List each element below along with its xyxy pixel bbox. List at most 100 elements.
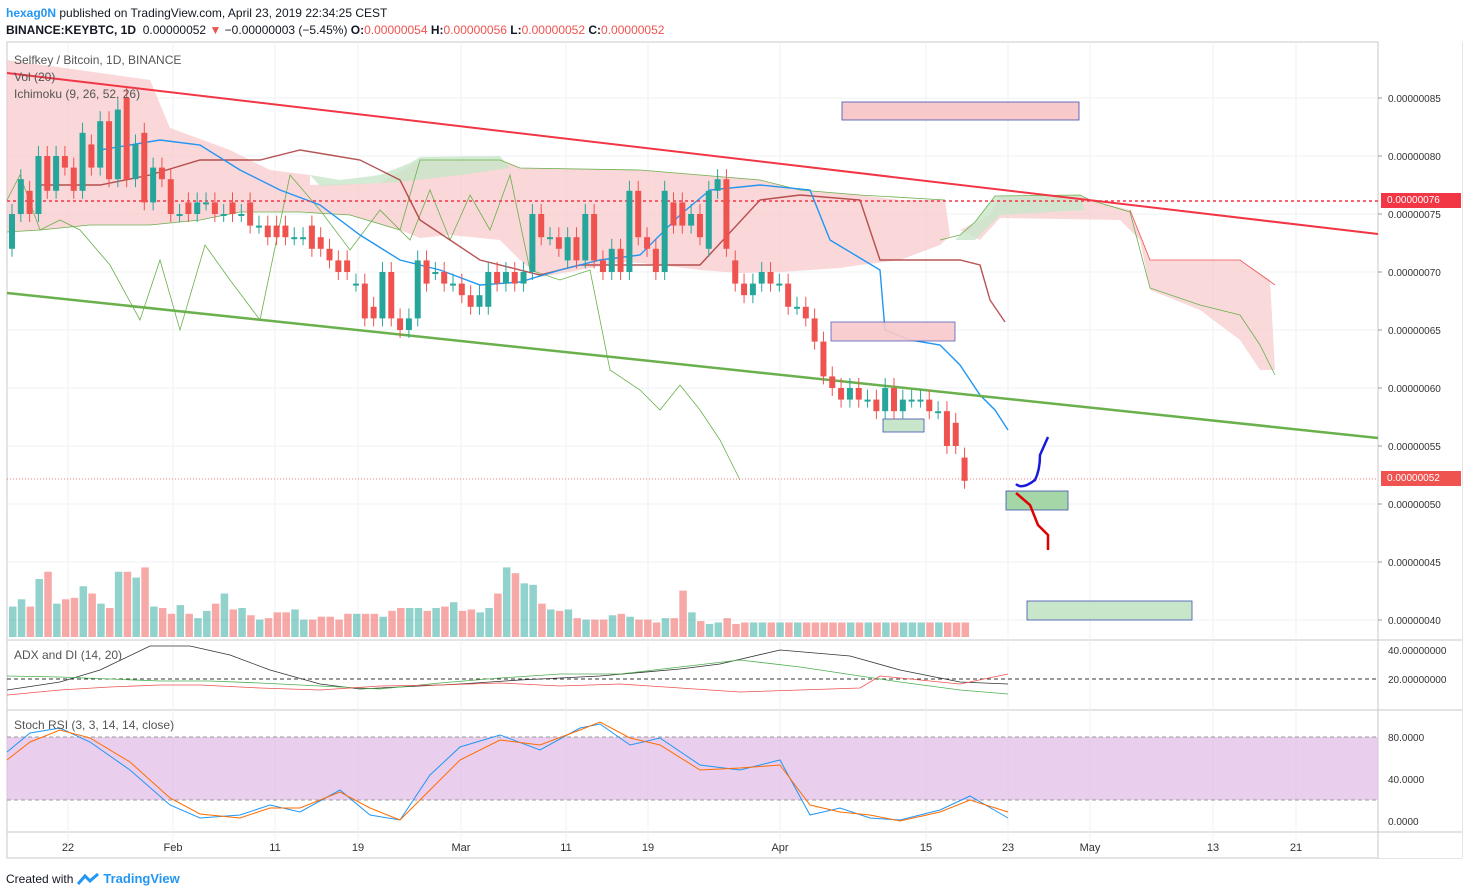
candle-body xyxy=(652,248,659,272)
volume-bar xyxy=(388,610,396,637)
candle-body xyxy=(141,132,148,203)
time-axis-border xyxy=(7,858,1462,859)
y-tick-label: 0.00000080 xyxy=(1388,152,1441,163)
candle-body xyxy=(203,202,210,205)
volume-bar xyxy=(194,618,202,637)
candle-body xyxy=(397,318,404,330)
volume-bar xyxy=(758,622,767,637)
candle-body xyxy=(88,144,95,168)
volume-bar xyxy=(264,618,273,637)
close-label: C: xyxy=(588,23,602,37)
candle-body xyxy=(432,272,439,274)
candle-body xyxy=(238,214,245,216)
candle-body xyxy=(943,411,950,446)
x-tick-label: 19 xyxy=(642,842,654,854)
tradingview-brand[interactable]: TradingView xyxy=(103,871,180,886)
candle-body xyxy=(229,202,236,214)
current-price-tag: 0.00000052 xyxy=(1381,471,1461,486)
candle-body xyxy=(767,272,774,284)
candle-body xyxy=(211,202,218,214)
volume-bar xyxy=(44,571,52,637)
volume-bar xyxy=(582,619,590,637)
volume-bar xyxy=(591,619,599,637)
candle-body xyxy=(644,237,651,249)
candle-body xyxy=(61,156,68,168)
x-tick-label: 11 xyxy=(269,842,280,854)
volume-bar xyxy=(943,622,952,637)
volume-bar xyxy=(502,567,511,637)
volume-bar xyxy=(555,610,564,637)
candle-body xyxy=(220,214,227,216)
volume-bar xyxy=(864,622,873,637)
candle-body xyxy=(511,272,518,284)
candle-body xyxy=(423,260,430,284)
stoch-d-line xyxy=(6,721,1009,822)
volume-bar xyxy=(282,612,290,637)
candle-body xyxy=(917,399,924,402)
senkou-b-future xyxy=(1129,209,1276,286)
candle-body xyxy=(300,237,307,240)
candle-body xyxy=(264,225,271,238)
candle-body xyxy=(9,214,15,249)
candle-body xyxy=(53,156,60,191)
volume-bar xyxy=(846,622,855,637)
candle-body xyxy=(273,225,280,238)
volume-bar xyxy=(397,608,405,637)
volume-bar xyxy=(608,615,617,637)
symbol-label: BINANCE:KEYBTC, 1D xyxy=(6,23,137,37)
target-zone-upper xyxy=(841,101,1080,121)
volume-bar xyxy=(908,622,917,637)
candle-body xyxy=(555,237,562,249)
candle-body xyxy=(564,237,571,261)
volume-bar xyxy=(79,586,88,637)
volume-bar xyxy=(273,612,282,637)
volume-bar xyxy=(899,622,908,637)
volume-bar xyxy=(705,623,714,637)
volume-bar xyxy=(626,616,634,637)
volume-bar xyxy=(158,608,167,637)
y-tick-label: 0.00000050 xyxy=(1388,500,1441,511)
volume-bar xyxy=(423,610,432,637)
support-zone-small xyxy=(882,418,925,433)
candle-body xyxy=(176,214,183,216)
volume-bar xyxy=(714,622,723,637)
candle-body xyxy=(626,190,633,272)
volume-bar xyxy=(485,608,493,637)
stoch-legend: Stoch RSI (3, 3, 14, 14, close) xyxy=(14,718,175,732)
stoch-k-line xyxy=(6,723,1009,821)
candle-body xyxy=(167,179,174,214)
candle-body xyxy=(485,272,492,307)
author-link[interactable]: hexag0N xyxy=(6,6,57,20)
candle-body xyxy=(926,399,933,412)
candle-body xyxy=(882,388,889,412)
close-value: 0.00000052 xyxy=(601,23,665,37)
volume-bar xyxy=(829,622,837,637)
volume-bar xyxy=(811,622,820,637)
change-value: −0.00000003 (−5.45%) xyxy=(224,23,348,37)
low-label: L: xyxy=(510,23,522,37)
candle-body xyxy=(361,283,368,319)
tradingview-logo-icon xyxy=(77,872,100,885)
volume-legend: Vol (20) xyxy=(14,70,56,84)
volume-bar xyxy=(132,577,140,637)
volume-bar xyxy=(167,613,176,637)
candle-body xyxy=(194,202,201,214)
candle-body xyxy=(908,399,915,402)
adx-y-tick-label: 20.00000000 xyxy=(1388,675,1447,686)
volume-bar xyxy=(670,618,678,637)
adx-legend: ADX and DI (14, 20) xyxy=(14,648,123,662)
cloud-green-area xyxy=(310,156,510,186)
tenkan-sen xyxy=(99,139,1009,431)
volume-bar xyxy=(467,609,476,637)
volume-bar xyxy=(644,619,652,637)
stoch-y-tick-label: 0.0000 xyxy=(1388,817,1419,828)
candle-body xyxy=(935,411,942,414)
candle-body xyxy=(793,306,800,309)
volume-bar xyxy=(291,609,299,637)
volume-bar xyxy=(882,622,890,637)
y-tick-label: 0.00000075 xyxy=(1388,210,1441,221)
ichimoku-legend: Ichimoku (9, 26, 52, 26) xyxy=(14,87,141,101)
candle-body xyxy=(132,144,139,180)
volume-group xyxy=(9,567,970,637)
